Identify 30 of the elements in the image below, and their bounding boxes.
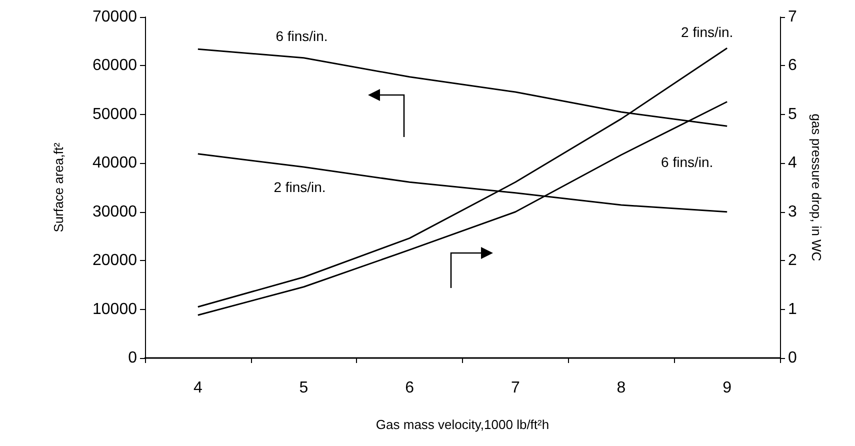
- y2-tick-label: 5: [788, 106, 797, 123]
- series-label: 6 fins/in.: [661, 154, 714, 170]
- y-tick-label: 0: [128, 350, 138, 366]
- x-tick-label: 5: [299, 380, 308, 396]
- y-tick-label: 40000: [92, 154, 138, 172]
- y2-tick-label: 0: [788, 350, 797, 366]
- y-tick-label: 20000: [92, 252, 138, 270]
- series-label: 6 fins/in.: [276, 28, 328, 44]
- y2-tick-label: 4: [788, 154, 797, 172]
- y2-tick-label: 7: [788, 8, 797, 26]
- y-tick-label: 10000: [92, 300, 138, 318]
- y2-tick-label: 1: [788, 300, 797, 318]
- x-tick-label: 7: [510, 380, 520, 396]
- x-axis-title: Gas mass velocity,1000 lb/ft²h: [376, 417, 550, 432]
- x-tick-label: 6: [405, 380, 414, 396]
- line-series: [197, 47, 728, 308]
- x-tick-label: 4: [193, 380, 202, 396]
- y-tick-label: 50000: [92, 106, 138, 123]
- series-label: 2 fins/in.: [681, 24, 734, 40]
- y2-tick-label: 3: [788, 203, 797, 220]
- y-tick-label: 30000: [92, 203, 138, 220]
- y2-tick-label: 2: [788, 252, 797, 270]
- y2-axis-title: gas pressure drop, in WC: [809, 114, 824, 262]
- series-label: 2 fins/in.: [274, 179, 326, 196]
- y2-tick-label: 6: [788, 57, 797, 74]
- y-tick-label: 70000: [92, 8, 138, 26]
- y-axis-title: Surface area,ft²: [51, 142, 66, 232]
- y-tick-label: 60000: [92, 57, 138, 74]
- x-tick-label: 9: [722, 380, 732, 396]
- x-tick-label: 8: [616, 380, 626, 396]
